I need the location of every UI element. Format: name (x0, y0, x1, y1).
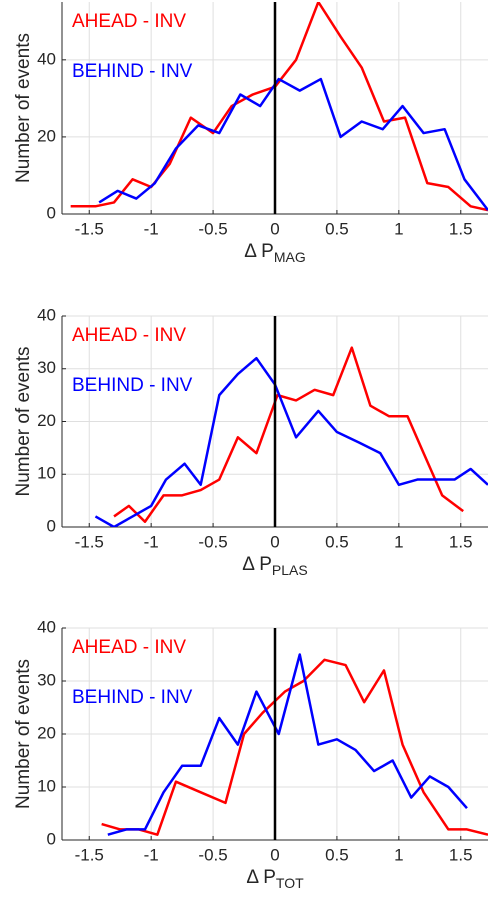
panel: -1.5 -1 -0.5 0 0.5 1 1.5 0 10 20 30 40 AHEAD - INV BE… (13, 305, 488, 578)
x-tick-label: -1 (144, 532, 159, 551)
x-tick-label: 1.5 (449, 532, 473, 551)
x-tick-label: -0.5 (198, 532, 227, 551)
y-tick-label: 20 (37, 411, 56, 430)
x-tick-label: 1.5 (449, 845, 473, 864)
y-tick-label: 30 (37, 670, 56, 689)
y-tick-label: 10 (37, 464, 56, 483)
y-axis-label: Number of events (13, 659, 34, 809)
legend-entry: BEHIND - INV (72, 61, 193, 82)
x-tick-label: 1.5 (449, 219, 473, 238)
y-tick-label: 0 (47, 203, 56, 222)
panel: -1.5 -1 -0.5 0 0.5 1 1.5 0 10 20 30 40 AHEAD - INV BE… (13, 617, 488, 891)
y-tick-label: 0 (47, 516, 56, 535)
x-axis-label-main: Δ P (244, 241, 274, 262)
y-tick-label: 40 (37, 305, 56, 324)
x-tick-label: -1.5 (75, 532, 104, 551)
panel: -1.5 -1 -0.5 0 0.5 1 1.5 0 20 40 AHEAD - INV BEHIND… (13, 2, 488, 265)
y-axis-label: Number of events (13, 33, 34, 183)
y-tick-label: 10 (37, 776, 56, 795)
x-tick-label: -1.5 (75, 219, 104, 238)
x-tick-label: 0 (270, 219, 279, 238)
legend-entry: BEHIND - INV (72, 375, 193, 396)
x-tick-label: -1 (144, 219, 159, 238)
y-tick-label: 40 (37, 49, 56, 68)
y-tick-label: 20 (37, 126, 56, 145)
x-axis-label-main: Δ P (246, 867, 276, 888)
x-axis-label-subscript: PLAS (272, 562, 308, 578)
x-axis-label-subscript: TOT (276, 875, 304, 891)
series-line (101, 658, 488, 836)
series-line (94, 356, 488, 527)
series-line (70, 2, 488, 212)
x-axis-label: Δ PTOT (246, 867, 304, 891)
x-tick-label: 1 (394, 845, 403, 864)
series-line (113, 346, 464, 523)
x-axis-label: Δ PMAG (244, 241, 306, 265)
x-tick-label: 1 (394, 532, 403, 551)
legend-entry: AHEAD - INV (72, 325, 186, 346)
x-tick-label: 1 (394, 219, 403, 238)
y-tick-label: 40 (37, 617, 56, 636)
series-line (98, 77, 488, 211)
x-tick-label: -1 (144, 845, 159, 864)
y-axis-label: Number of events (13, 347, 34, 497)
x-tick-label: 0 (270, 532, 279, 551)
x-axis-label: Δ PPLAS (242, 554, 307, 578)
x-tick-label: 0.5 (325, 532, 349, 551)
y-tick-label: 30 (37, 358, 56, 377)
series-line (107, 653, 468, 836)
x-tick-label: 0.5 (325, 219, 349, 238)
legend-entry: BEHIND - INV (72, 687, 193, 708)
legend-entry: AHEAD - INV (72, 637, 186, 658)
x-tick-label: 0.5 (325, 845, 349, 864)
y-tick-label: 0 (47, 829, 56, 848)
x-tick-label: 0 (270, 845, 279, 864)
x-tick-label: -0.5 (198, 845, 227, 864)
x-tick-label: -1.5 (75, 845, 104, 864)
y-tick-label: 20 (37, 723, 56, 742)
legend-entry: AHEAD - INV (72, 11, 186, 32)
x-axis-label-main: Δ P (242, 554, 272, 575)
x-tick-label: -0.5 (198, 219, 227, 238)
x-axis-label-subscript: MAG (274, 249, 306, 265)
